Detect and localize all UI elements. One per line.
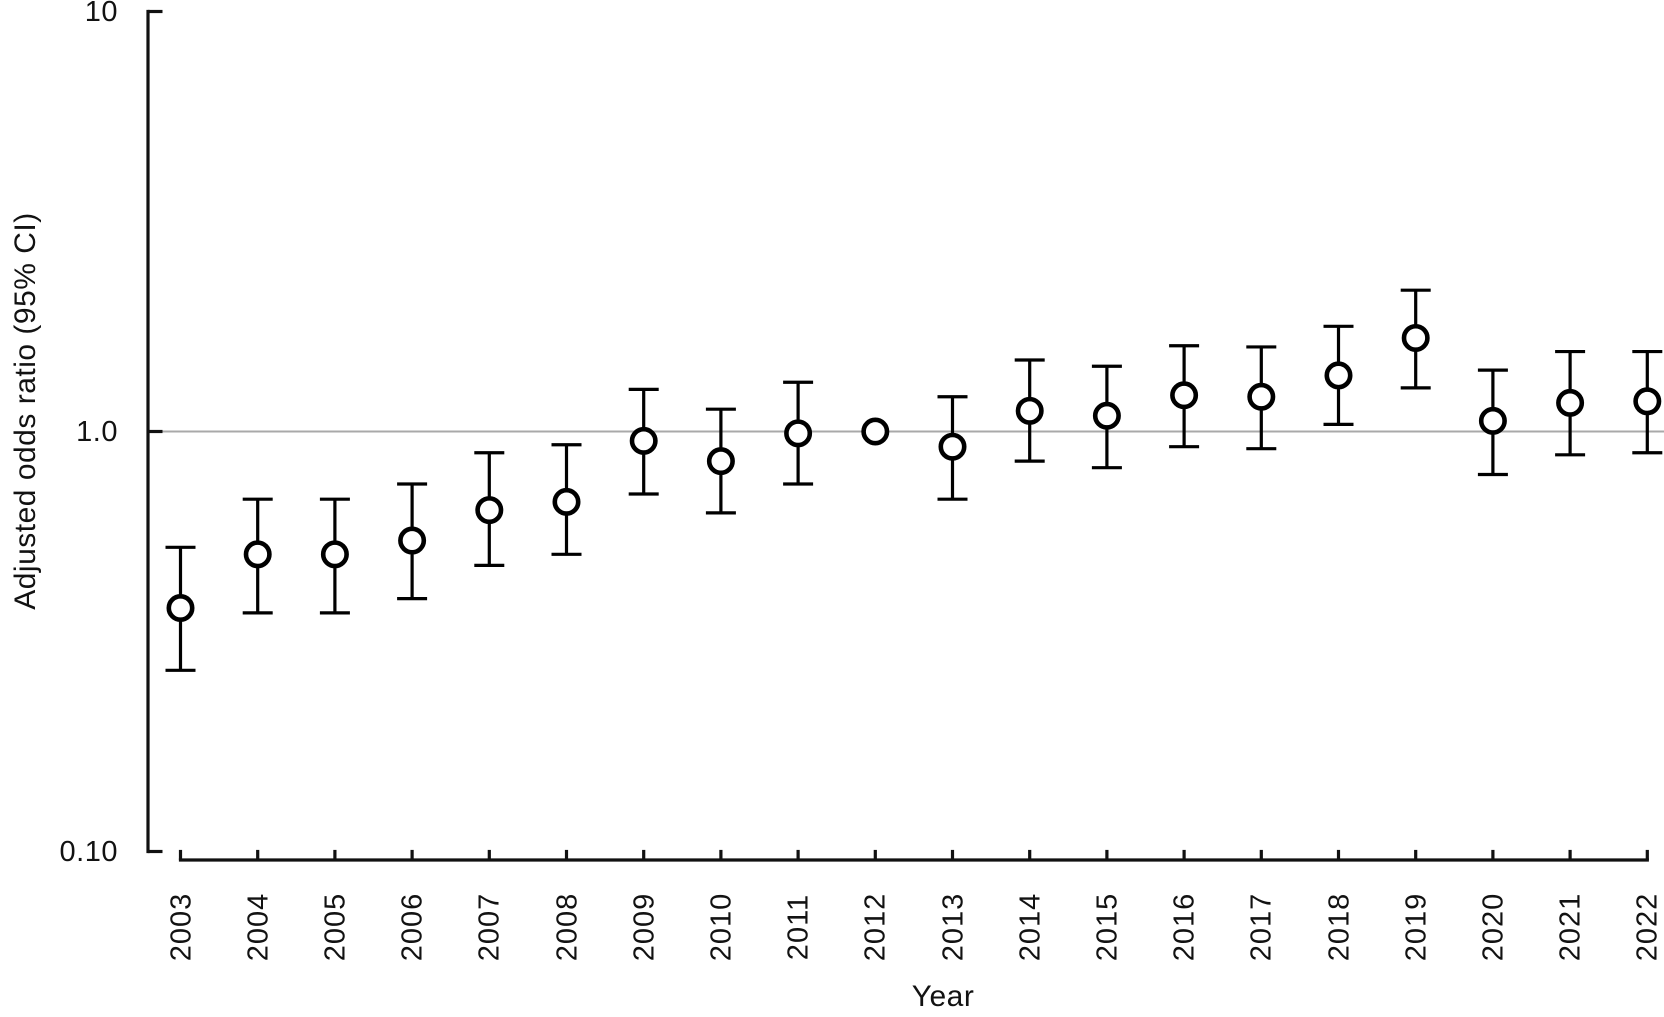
marker-or-2004 [243,540,272,569]
marker-or-2008 [552,487,581,516]
x-tick-label-2020: 2020 [1477,892,1510,962]
marker-or-2022 [1633,387,1662,416]
x-tick-label-2015: 2015 [1091,892,1124,962]
y-tick-label-0.10: 0.10 [59,835,118,868]
marker-or-2013 [938,432,967,461]
marker-or-2014 [1015,396,1044,425]
x-tick-label-2021: 2021 [1554,892,1587,962]
x-tick-label-2003: 2003 [165,892,197,962]
x-tick-label-2008: 2008 [551,892,583,962]
x-tick-label-2019: 2019 [1400,892,1433,962]
y-tick-label-1.0: 1.0 [76,415,118,448]
marker-or-2003 [166,593,195,622]
marker-or-2020 [1478,406,1507,435]
marker-or-2011 [784,419,813,448]
x-tick-label-2016: 2016 [1168,892,1201,962]
marker-or-2018 [1324,361,1353,390]
y-axis-title: Adjusted odds ratio (95% CI) [9,212,42,610]
marker-or-2017 [1247,382,1276,411]
x-tick-label-2006: 2006 [396,892,429,962]
marker-or-2010 [706,447,735,476]
x-tick-label-2013: 2013 [937,892,969,962]
marker-or-2016 [1170,381,1199,410]
marker-or-2006 [398,526,427,555]
x-tick-label-2011: 2011 [782,893,815,961]
marker-or-2015 [1092,401,1121,430]
marker-or-2012 [861,417,890,446]
marker-or-2005 [320,540,349,569]
x-tick-label-2018: 2018 [1323,892,1355,962]
marker-or-2007 [475,496,504,525]
x-tick-label-2017: 2017 [1245,892,1278,962]
x-tick-label-2009: 2009 [628,892,661,962]
x-tick-label-2012: 2012 [859,892,892,962]
x-tick-label-2022: 2022 [1631,892,1664,962]
y-tick-label-10: 10 [84,0,118,28]
marker-or-2021 [1556,388,1585,417]
x-tick-label-2010: 2010 [705,892,738,962]
x-tick-label-2014: 2014 [1014,892,1047,962]
x-axis-title: Year [911,980,975,1013]
marker-or-2019 [1401,323,1430,352]
x-tick-label-2005: 2005 [319,892,352,962]
x-tick-label-2004: 2004 [242,892,275,962]
marker-or-2009 [629,426,658,455]
x-tick-label-2007: 2007 [473,892,506,962]
